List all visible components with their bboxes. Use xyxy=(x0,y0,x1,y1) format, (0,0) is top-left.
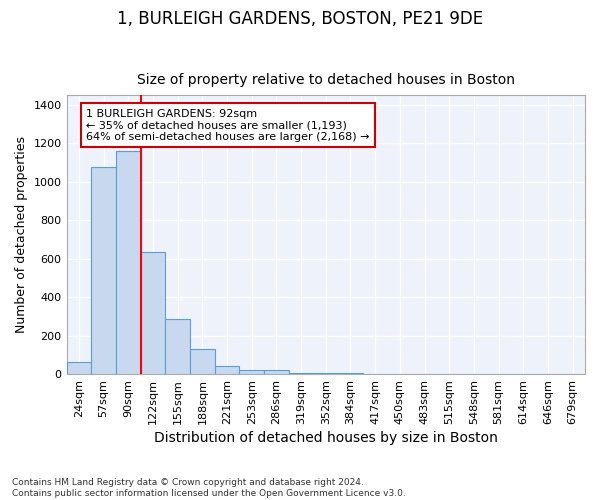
Bar xyxy=(190,349,215,374)
Y-axis label: Number of detached properties: Number of detached properties xyxy=(15,136,28,333)
Bar xyxy=(91,168,116,374)
Bar xyxy=(67,362,91,374)
Text: 1 BURLEIGH GARDENS: 92sqm
← 35% of detached houses are smaller (1,193)
64% of se: 1 BURLEIGH GARDENS: 92sqm ← 35% of detac… xyxy=(86,108,370,142)
Bar xyxy=(313,373,338,374)
Text: Contains HM Land Registry data © Crown copyright and database right 2024.
Contai: Contains HM Land Registry data © Crown c… xyxy=(12,478,406,498)
X-axis label: Distribution of detached houses by size in Boston: Distribution of detached houses by size … xyxy=(154,431,498,445)
Bar xyxy=(264,370,289,374)
Text: 1, BURLEIGH GARDENS, BOSTON, PE21 9DE: 1, BURLEIGH GARDENS, BOSTON, PE21 9DE xyxy=(117,10,483,28)
Bar xyxy=(140,252,165,374)
Bar xyxy=(239,370,264,374)
Bar xyxy=(116,151,140,374)
Bar xyxy=(338,373,363,374)
Bar xyxy=(289,373,313,374)
Bar xyxy=(215,366,239,374)
Title: Size of property relative to detached houses in Boston: Size of property relative to detached ho… xyxy=(137,73,515,87)
Bar xyxy=(165,320,190,374)
